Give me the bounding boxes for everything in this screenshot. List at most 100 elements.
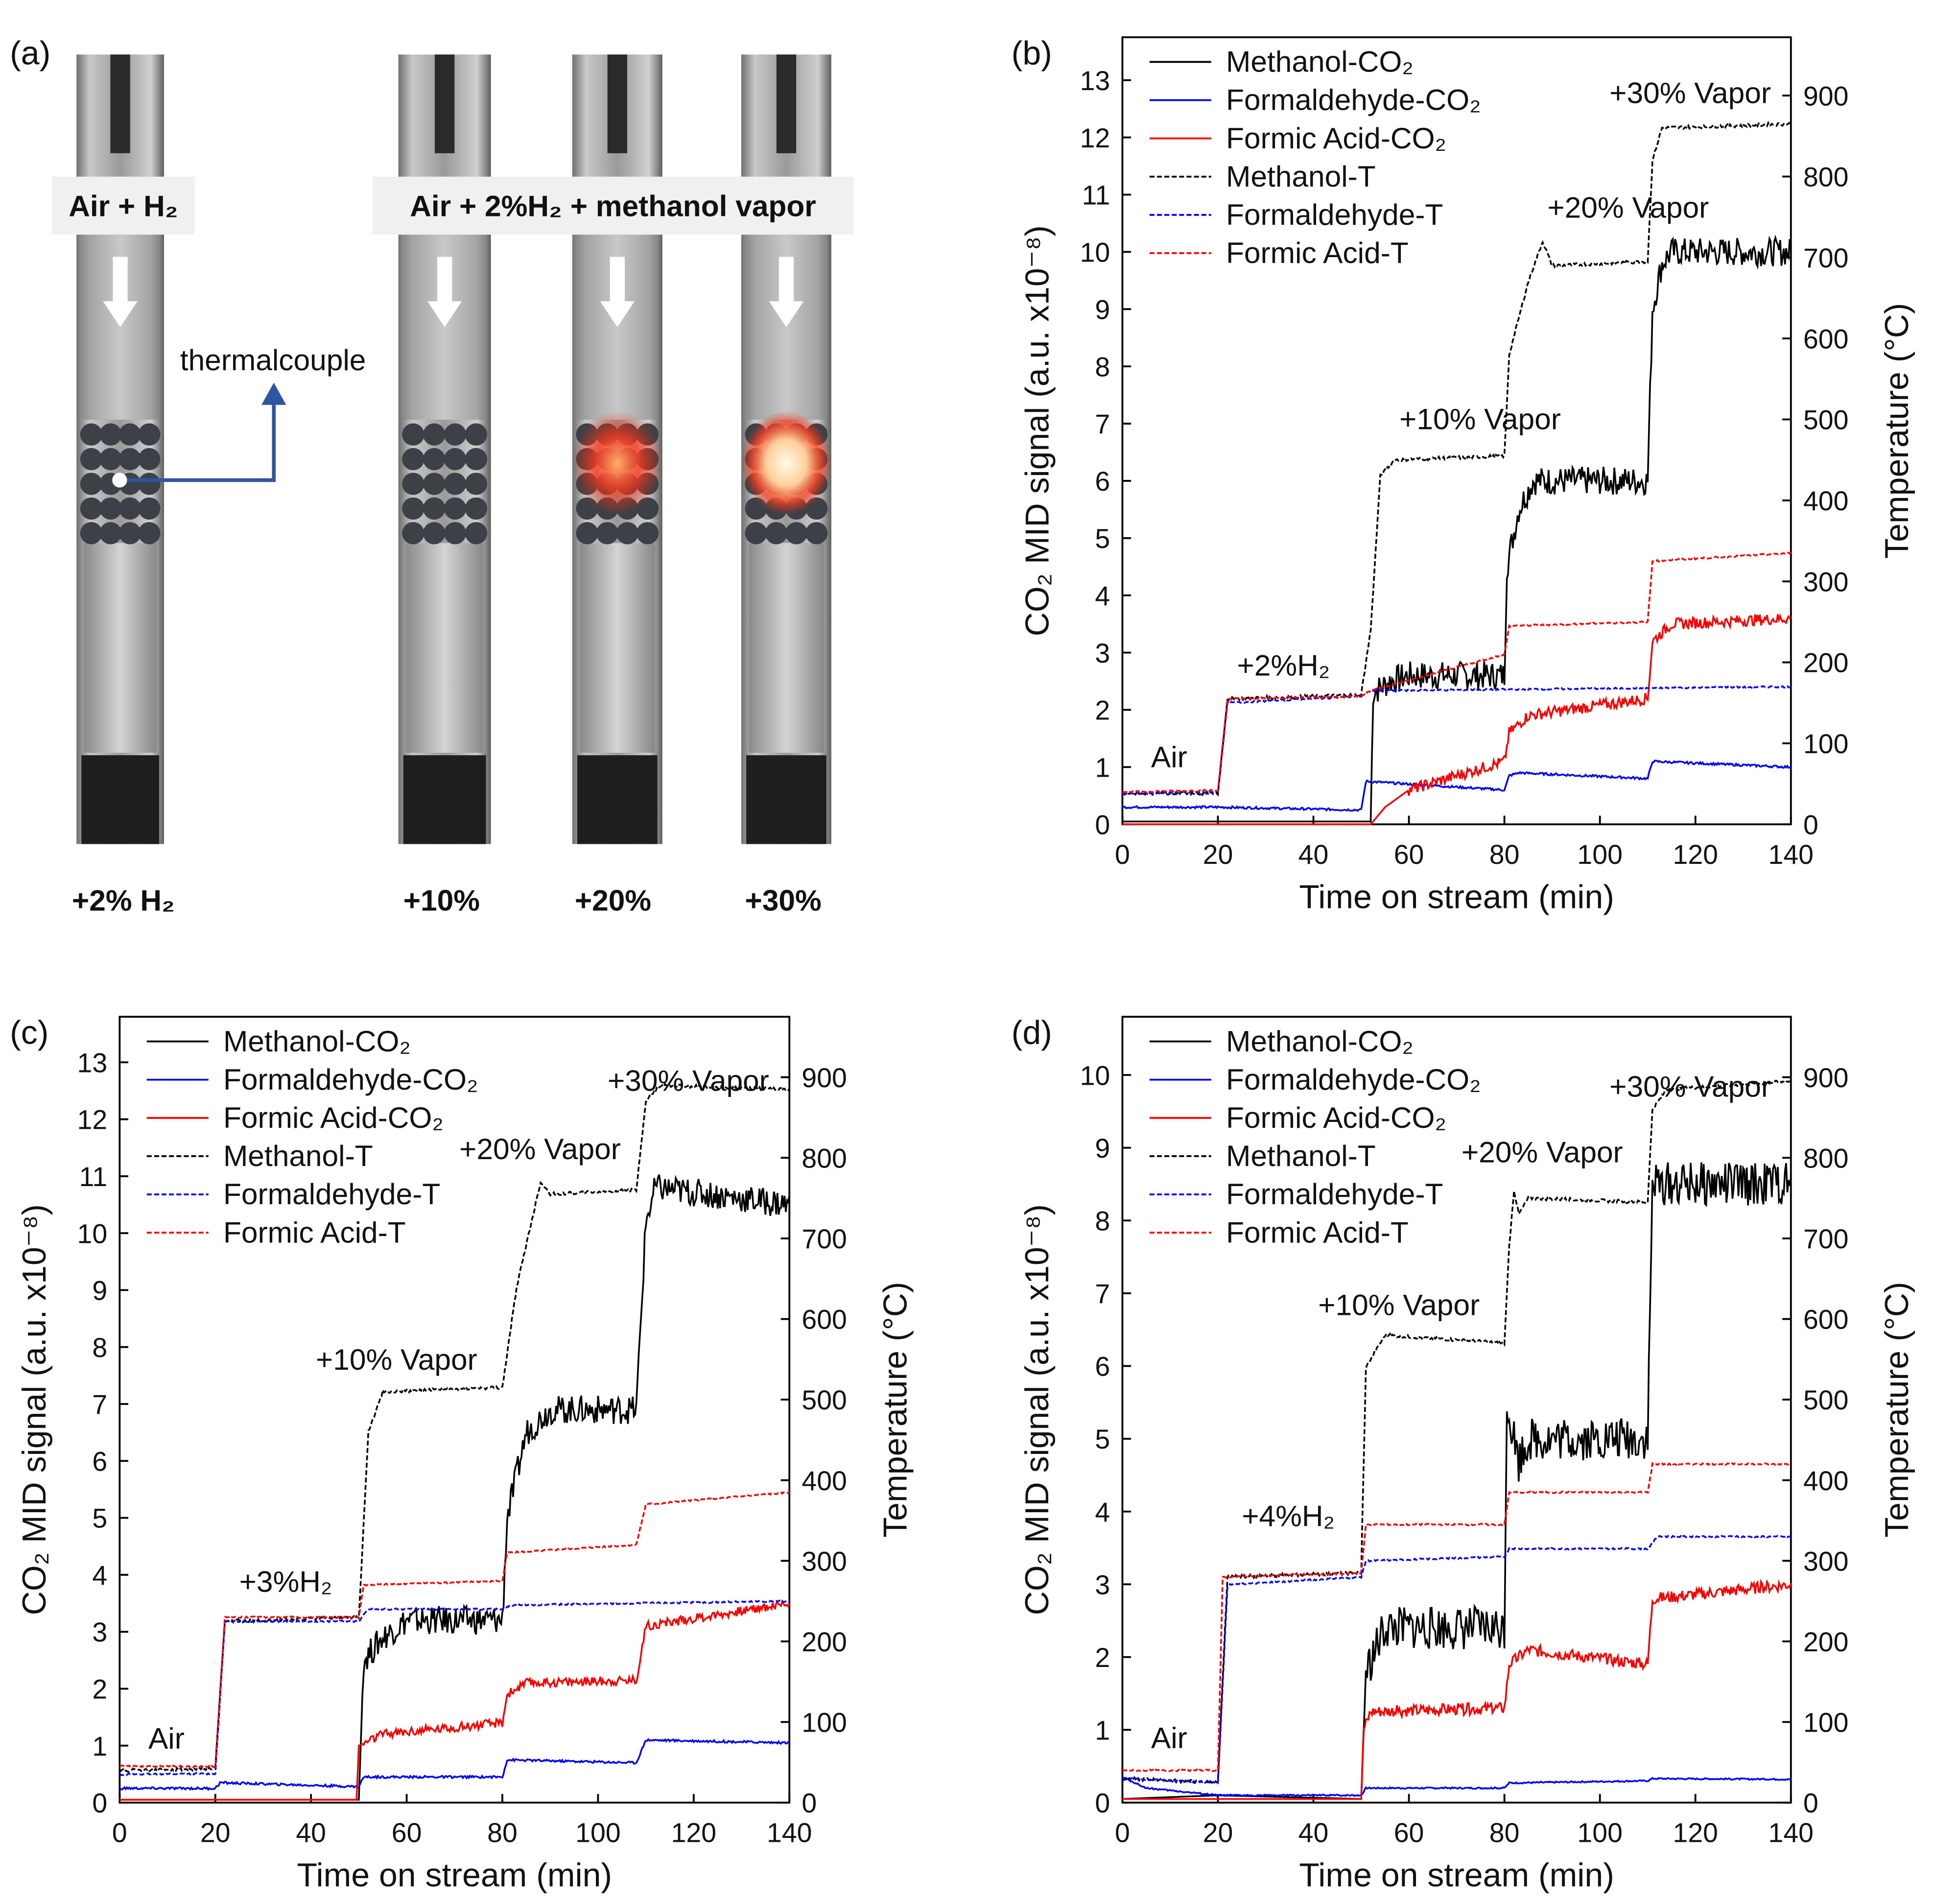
catalyst-bead [465, 473, 488, 495]
y-tick-label: 11 [1082, 180, 1110, 211]
y2-tick-label: 500 [1803, 405, 1848, 435]
inlet-rod [607, 54, 627, 153]
y2-tick-label: 200 [802, 1627, 847, 1657]
y2-tick-label: 600 [802, 1305, 847, 1335]
outlet-section [81, 755, 159, 844]
x-tick-label: 80 [1489, 839, 1520, 870]
annotation: +20% Vapor [459, 1132, 621, 1166]
y-tick-label: 13 [1080, 66, 1110, 96]
catalyst-bead [99, 497, 122, 520]
catalyst-bead [444, 497, 467, 520]
legend-label: Formaldehyde-CO₂ [223, 1063, 478, 1096]
y2-tick-label: 100 [802, 1708, 847, 1738]
series-line-formic-acid-co- [1122, 1578, 1792, 1800]
catalyst-bead [99, 423, 122, 446]
legend-label: Formic Acid-T [1226, 236, 1409, 269]
y2-tick-label: 300 [1803, 567, 1848, 597]
series-line-formaldehyde-t [119, 1599, 790, 1776]
annotation: Air [1151, 740, 1187, 773]
y-tick-label: 12 [77, 1105, 108, 1135]
catalyst-bead [80, 448, 103, 471]
legend-label: Methanol-T [1226, 1139, 1376, 1172]
x-tick-label: 20 [200, 1818, 231, 1848]
lower-packing [84, 543, 157, 753]
inlet-rod [434, 54, 455, 153]
catalyst-bead [118, 423, 142, 446]
annotation: +30% Vapor [1609, 76, 1771, 109]
chart-d: (d)0 20 40 60 80 100 120 1400123456789100100200… [1012, 1014, 1915, 1894]
catalyst-bead [423, 448, 446, 471]
x-tick-label: 0 [1115, 1818, 1130, 1848]
y-tick-label: 5 [92, 1503, 107, 1534]
catalyst-bead [765, 522, 788, 545]
y-tick-label: 10 [1080, 1060, 1110, 1091]
lower-packing [749, 543, 824, 753]
catalyst-bead [402, 448, 425, 471]
x-tick-label: 20 [1203, 1818, 1233, 1848]
y-tick-label: 12 [1080, 123, 1110, 153]
plot-frame [1121, 1016, 1792, 1804]
legend-label: Methanol-CO₂ [1226, 45, 1414, 78]
series-line-formaldehyde-co- [1122, 760, 1792, 812]
y2-tick-label: 200 [1803, 648, 1848, 678]
x-tick-label: 100 [1577, 1818, 1622, 1848]
y-tick-label: 4 [92, 1560, 107, 1591]
y-axis-label: CO₂ MID signal (a.u. x10⁻⁸) [1018, 1204, 1056, 1615]
catalyst-bead [636, 522, 659, 545]
y-tick-label: 13 [77, 1047, 108, 1078]
x-tick-label: 0 [112, 1818, 127, 1848]
y-tick-label: 6 [92, 1446, 107, 1476]
catalyst-bead [444, 522, 467, 545]
y-tick-label: 7 [1095, 1279, 1110, 1309]
catalyst-bead [785, 522, 808, 545]
legend-label: Formic Acid-CO₂ [1226, 1101, 1446, 1134]
y2-axis-label: Temperature (°C) [1878, 303, 1915, 559]
y-tick-label: 2 [1095, 695, 1110, 726]
bottom-label-h2: +2% H₂ [72, 884, 175, 917]
catalyst-bead [80, 497, 103, 520]
y2-tick-label: 500 [1803, 1385, 1848, 1415]
x-tick-label: 60 [1394, 1818, 1424, 1848]
x-tick-label: 40 [296, 1818, 326, 1848]
x-tick-label: 60 [1394, 839, 1424, 870]
label-air-h2: Air + H₂ [69, 189, 178, 222]
x-tick-label: 120 [1673, 1818, 1718, 1848]
y-tick-label: 2 [92, 1674, 107, 1705]
y2-tick-label: 400 [802, 1466, 847, 1496]
catalyst-bead [596, 522, 618, 545]
y-tick-label: 9 [1095, 294, 1110, 325]
catalyst-bead [402, 473, 425, 495]
x-tick-label: 140 [767, 1818, 812, 1848]
series-line-formaldehyde-t [1122, 685, 1792, 795]
lower-packing [579, 543, 655, 753]
y-tick-label: 9 [92, 1276, 107, 1306]
y2-tick-label: 200 [1803, 1627, 1848, 1657]
catalyst-bead [423, 522, 446, 545]
catalyst-bead [423, 473, 446, 495]
legend-label: Formaldehyde-T [1226, 1177, 1443, 1211]
y2-tick-label: 500 [802, 1385, 847, 1415]
annotation: +10% Vapor [1399, 403, 1561, 436]
y-tick-label: 8 [1095, 1206, 1110, 1236]
annotation: +10% Vapor [316, 1343, 477, 1376]
y2-tick-label: 700 [1803, 243, 1848, 273]
y-tick-label: 2 [1095, 1642, 1110, 1673]
y2-tick-label: 600 [1803, 324, 1848, 354]
y-axis-label: CO₂ MID signal (a.u. x10⁻⁸) [16, 1204, 53, 1615]
flow-arrow-icon [437, 257, 452, 302]
y2-tick-label: 900 [1803, 81, 1848, 111]
annotation: +10% Vapor [1318, 1288, 1480, 1321]
reactor-tube-0 [76, 54, 165, 844]
catalyst-bead [138, 448, 161, 471]
catalyst-bead [99, 522, 122, 545]
flow-arrow-icon [113, 257, 128, 302]
y2-tick-label: 0 [802, 1788, 817, 1818]
y2-tick-label: 700 [802, 1224, 847, 1254]
y-tick-label: 1 [1095, 753, 1110, 783]
legend-label: Formic Acid-CO₂ [223, 1101, 444, 1134]
catalyst-bead [99, 448, 122, 471]
series-line-methanol-co- [1122, 235, 1792, 823]
chart-b: (b)0 20 40 60 80 100 120 1400123456789101112130… [1012, 34, 1915, 915]
annotation: +20% Vapor [1462, 1135, 1623, 1168]
y2-tick-label: 0 [1803, 809, 1818, 840]
